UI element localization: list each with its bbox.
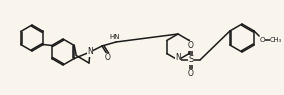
Text: HN: HN	[110, 34, 120, 40]
Text: S: S	[188, 55, 194, 65]
Text: O: O	[188, 42, 194, 51]
Text: O: O	[259, 37, 265, 43]
Text: CH₃: CH₃	[270, 37, 282, 43]
Text: O: O	[188, 70, 194, 78]
Text: N: N	[175, 53, 181, 61]
Text: N: N	[87, 48, 93, 57]
Text: O: O	[105, 53, 111, 63]
